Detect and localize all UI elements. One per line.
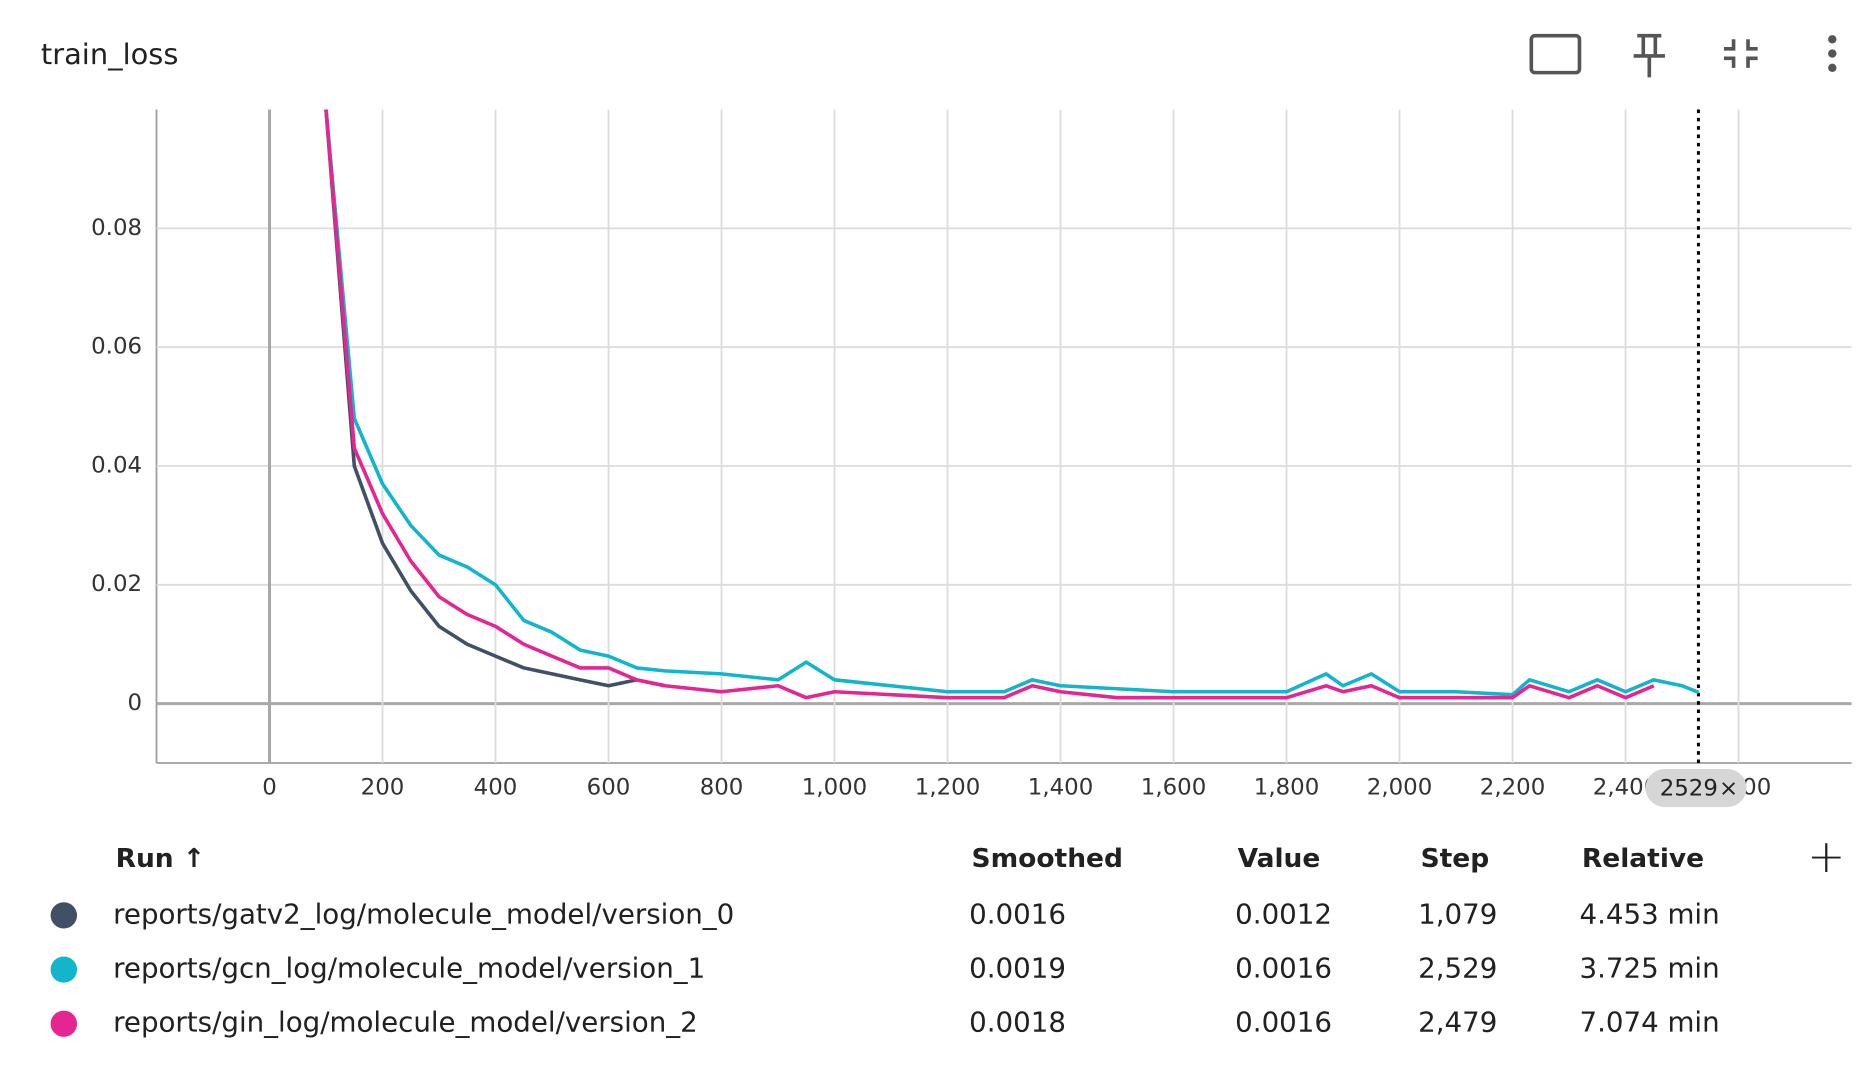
column-header: Relative bbox=[1582, 844, 1704, 874]
x-tick-label: 2,000 bbox=[1367, 775, 1432, 801]
cell-value: 0.0016 bbox=[1235, 1007, 1332, 1039]
run-name: reports/gcn_log/molecule_model/version_1 bbox=[113, 953, 705, 985]
add-column-button[interactable]: + bbox=[1807, 830, 1845, 883]
x-tick-label: 1,200 bbox=[915, 775, 980, 801]
y-tick-label: 0.06 bbox=[91, 334, 142, 360]
menu-button[interactable] bbox=[1828, 35, 1837, 73]
cell-value: 2,529 bbox=[1418, 953, 1497, 985]
x-tick-label: 800 bbox=[700, 775, 744, 801]
x-tick-label: 1,600 bbox=[1141, 775, 1206, 801]
cell-value: 2,479 bbox=[1418, 1007, 1497, 1039]
x-tick-label: 200 bbox=[361, 775, 405, 801]
cell-value: 0.0019 bbox=[969, 953, 1066, 985]
run-color-dot bbox=[50, 1010, 78, 1037]
fit-domain-button[interactable] bbox=[1529, 33, 1582, 75]
cursor-badge bbox=[1645, 768, 1747, 808]
run-name: reports/gatv2_log/molecule_model/version… bbox=[113, 898, 734, 930]
cell-value: 0.0012 bbox=[1235, 898, 1332, 930]
run-table: Run ↑ Smoothed Value Step Relative reports/ga… bbox=[50, 844, 1720, 1039]
x-tick-label: 400 bbox=[474, 775, 518, 801]
column-header: Run ↑ bbox=[116, 844, 206, 874]
run-color-dot bbox=[50, 956, 78, 983]
series-line bbox=[324, 109, 1655, 700]
column-header: Value bbox=[1238, 844, 1321, 874]
toolbar bbox=[1529, 33, 1758, 78]
axes: 0 0.02 0.04 0.06 0.08 0 200 400 600 800 1,000 1,200… bbox=[91, 109, 1852, 801]
column-header: Step bbox=[1421, 844, 1490, 874]
cell-value: 7.074 min bbox=[1579, 1007, 1719, 1039]
cursor-step-label: 2529 bbox=[1660, 776, 1718, 802]
column-header: Smoothed bbox=[972, 844, 1123, 874]
run-color-dot bbox=[50, 902, 78, 929]
x-tick-label: 600 bbox=[587, 775, 631, 801]
cell-value: 3.725 min bbox=[1579, 953, 1719, 985]
y-tick-label: 0 bbox=[128, 690, 143, 716]
series-line bbox=[324, 109, 1700, 697]
y-tick-label: 0.02 bbox=[91, 571, 142, 597]
x-tick-label: 2,200 bbox=[1480, 775, 1545, 801]
plot-lines bbox=[324, 109, 1700, 700]
x-tick-label: 1,000 bbox=[802, 775, 867, 801]
cell-value: 4.453 min bbox=[1579, 898, 1719, 930]
cursor-close: × bbox=[1719, 776, 1738, 802]
y-tick-label: 0.04 bbox=[91, 453, 142, 479]
cell-value: 0.0016 bbox=[969, 898, 1066, 930]
run-name: reports/gin_log/molecule_model/version_2 bbox=[113, 1007, 698, 1039]
cell-value: 0.0016 bbox=[1235, 953, 1332, 985]
y-tick-label: 0.08 bbox=[91, 215, 142, 241]
chart-title: train_loss bbox=[41, 37, 178, 71]
x-tick-label: 0 bbox=[262, 775, 277, 801]
cell-value: 0.0018 bbox=[969, 1007, 1066, 1039]
collapse-button[interactable] bbox=[1723, 39, 1758, 68]
x-tick-label: 1,800 bbox=[1254, 775, 1319, 801]
cell-value: 1,079 bbox=[1418, 898, 1497, 930]
x-tick-label: 1,400 bbox=[1028, 775, 1093, 801]
pin-button[interactable] bbox=[1633, 33, 1665, 78]
series-line bbox=[324, 109, 666, 688]
